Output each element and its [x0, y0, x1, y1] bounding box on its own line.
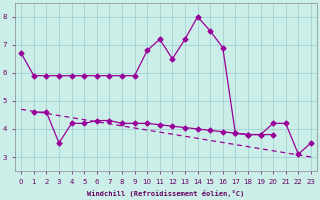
X-axis label: Windchill (Refroidissement éolien,°C): Windchill (Refroidissement éolien,°C) [87, 190, 245, 197]
